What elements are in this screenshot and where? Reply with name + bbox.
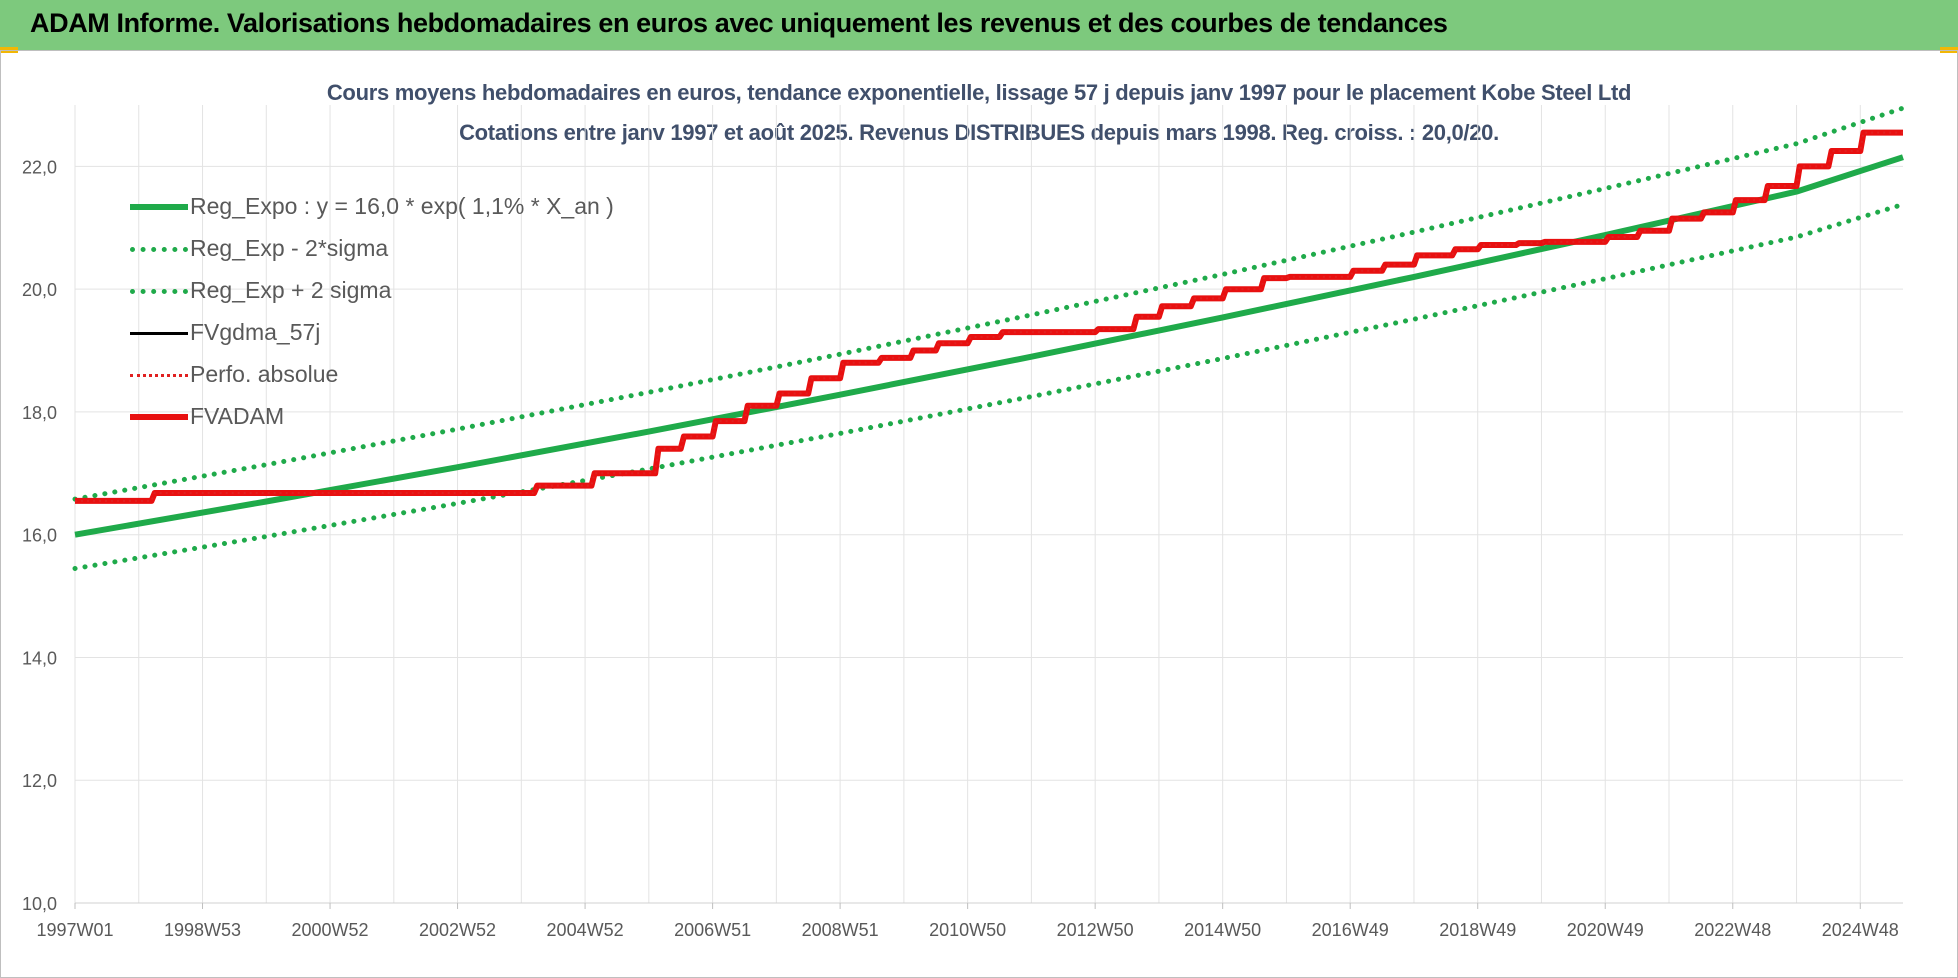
x-tick-label: 2020W49: [1567, 920, 1644, 940]
series-line-4: [75, 131, 1903, 503]
y-tick-label: 18,0: [22, 403, 57, 423]
report-banner: ADAM Informe. Valorisations hebdomadaire…: [0, 0, 1958, 50]
y-tick-label: 22,0: [22, 157, 57, 177]
x-tick-label: 2022W48: [1694, 920, 1771, 940]
legend-label: Reg_Expo : y = 16,0 * exp( 1,1% * X_an ): [190, 193, 614, 219]
x-tick-label: 1997W01: [36, 920, 113, 940]
x-tick-label: 2006W51: [674, 920, 751, 940]
x-tick-label: 2004W52: [547, 920, 624, 940]
x-tick-label: 2008W51: [802, 920, 879, 940]
x-tick-label: 2000W52: [292, 920, 369, 940]
x-tick-label: 2018W49: [1439, 920, 1516, 940]
report-title: ADAM Informe. Valorisations hebdomadaire…: [30, 8, 1448, 38]
x-tick-label: 2024W48: [1822, 920, 1899, 940]
legend-swatch: [130, 246, 188, 252]
legend-label: Perfo. absolue: [190, 361, 339, 387]
y-tick-label: 16,0: [22, 526, 57, 546]
legend-label: FVgdma_57j: [190, 319, 321, 345]
series-line-5: [75, 131, 1903, 502]
legend-swatch: [130, 373, 188, 377]
y-tick-label: 20,0: [22, 280, 57, 300]
x-tick-label: 2002W52: [419, 920, 496, 940]
legend-label: Reg_Exp + 2 sigma: [190, 277, 392, 303]
legend-swatch: [130, 288, 188, 294]
chart-title-line-2: Cotations entre janv 1997 et août 2025. …: [459, 120, 1499, 145]
y-tick-label: 12,0: [22, 771, 57, 791]
legend-label: FVADAM: [190, 403, 285, 429]
legend-swatch: [130, 204, 188, 210]
legend-swatch: [130, 331, 188, 335]
x-tick-label: 2016W49: [1312, 920, 1389, 940]
series-line-3: [72, 105, 1906, 502]
series-line-2: [72, 201, 1906, 571]
x-tick-label: 2012W50: [1057, 920, 1134, 940]
x-tick-label: 2014W50: [1184, 920, 1261, 940]
y-tick-label: 14,0: [22, 648, 57, 668]
x-tick-label: 2010W50: [929, 920, 1006, 940]
series-line-6: [75, 129, 1903, 504]
chart-title-line-1: Cours moyens hebdomadaires en euros, ten…: [326, 80, 1632, 105]
legend-label: Reg_Exp - 2*sigma: [190, 235, 389, 261]
y-tick-label: 10,0: [22, 894, 57, 914]
x-tick-label: 1998W53: [164, 920, 241, 940]
legend-swatch: [130, 414, 188, 420]
